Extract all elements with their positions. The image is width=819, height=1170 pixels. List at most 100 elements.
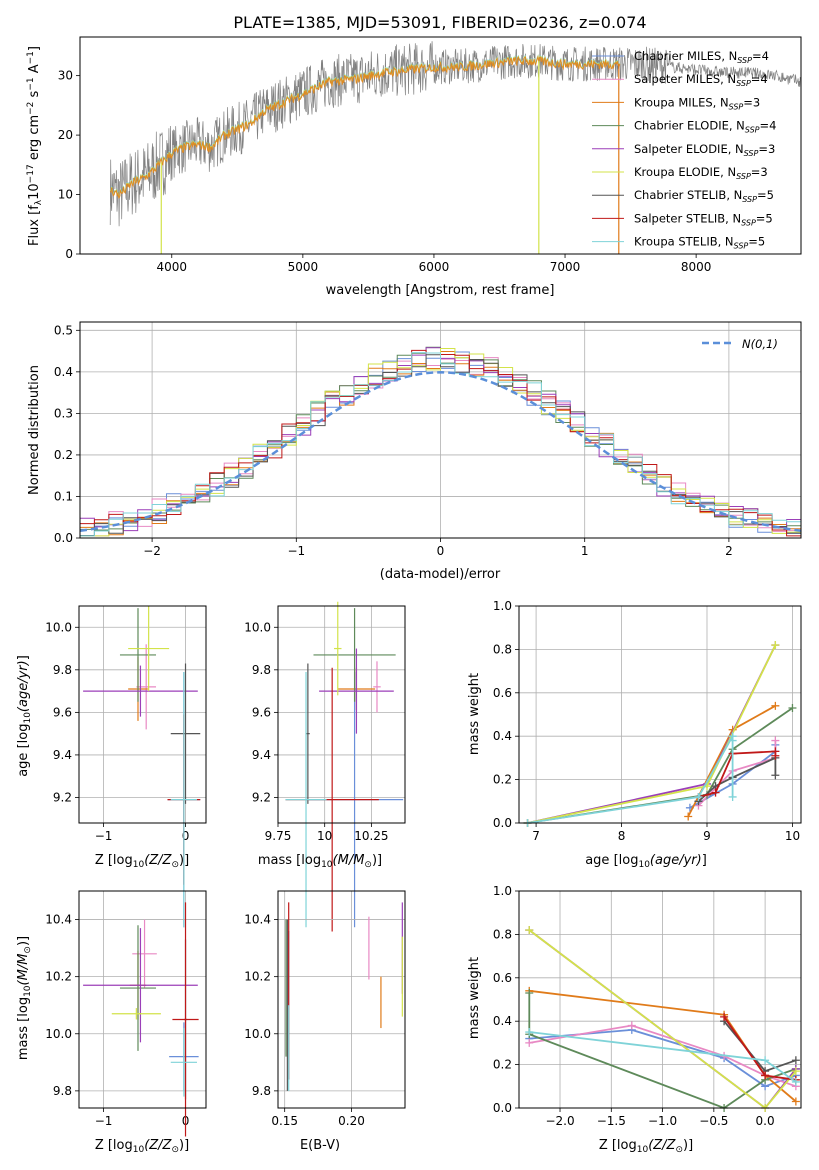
- x-tick-label: −1.0: [648, 1114, 677, 1128]
- legend-entry-label: Kroupa MILES, NSSP=3: [634, 95, 760, 111]
- legend-entry-label: Chabrier MILES, NSSP=4: [634, 49, 769, 65]
- y-tick-label: 1.0: [493, 599, 512, 613]
- y-tick-label: 0.0: [493, 1101, 512, 1115]
- mass-weight-marker: [525, 1028, 534, 1037]
- spectrum-legend: Chabrier MILES, NSSP=4 Salpeter MILES, NS…: [592, 49, 776, 251]
- x-tick-label: 10.25: [354, 829, 388, 843]
- mass-weight-line: [723, 1016, 797, 1081]
- y-tick-label: 10.0: [244, 620, 271, 634]
- y-tick-label: 10.2: [244, 970, 271, 984]
- x-tick-label: 7000: [550, 260, 581, 274]
- legend-entry-label: Chabrier ELODIE, NSSP=4: [634, 119, 776, 135]
- zm-xlabel: Z [log10(Z/Z⊙)]: [95, 1138, 189, 1155]
- x-tick-label: 4000: [156, 260, 187, 274]
- y-tick-label: 0.4: [493, 729, 512, 743]
- residual-histogram-panel: −2 −1 0 1 2 0.0 0.1 0.2 0.3 0.4 0.5: [54, 321, 802, 558]
- legend-entry-label: Chabrier STELIB, NSSP=5: [634, 188, 774, 204]
- x-tick-label: −2.0: [545, 1114, 574, 1128]
- y-tick-label: 9.8: [53, 1084, 72, 1098]
- y-tick-label: 9.2: [53, 790, 72, 804]
- x-tick-label: 1: [581, 544, 589, 558]
- y-tick-label: 10.4: [244, 913, 271, 927]
- y-tick-label: 10.2: [45, 970, 72, 984]
- x-tick-label: −1: [95, 1114, 113, 1128]
- histogram-legend: N(0,1): [702, 337, 778, 351]
- mass-weight-marker: [771, 751, 780, 760]
- y-tick-label: 0.4: [493, 1014, 512, 1028]
- axes-frame: [518, 605, 802, 824]
- x-tick-label: −1: [95, 829, 113, 843]
- mass-age-panel: 9.75 10 10.25 9.2 9.4 9.6 9.8 10.0: [244, 601, 406, 932]
- x-tick-label: 10: [785, 829, 800, 843]
- x-tick-label: −2: [143, 544, 161, 558]
- x-tick-label: 0: [182, 829, 190, 843]
- axes-frame: [79, 36, 802, 255]
- mass-weight-marker: [525, 926, 534, 935]
- legend-entry-label: Salpeter STELIB, NSSP=5: [634, 211, 773, 227]
- mass-weight-marker: [771, 641, 780, 650]
- mass-weight-marker: [788, 703, 797, 712]
- figure-title: PLATE=1385, MJD=53091, FIBERID=0236, z=0…: [233, 13, 646, 32]
- spectrum-xlabel: wavelength [Angstrom, rest frame]: [326, 283, 555, 298]
- ebv-mass-panel: 0.15 0.20 9.8 10.0 10.2 10.4: [244, 890, 406, 1128]
- mass-weight-marker: [720, 1012, 729, 1021]
- ma-xlabel: mass [log10(M/M⊙)]: [258, 853, 382, 870]
- observed-spectrum-line: [109, 41, 801, 227]
- y-tick-label: 0.1: [54, 489, 73, 503]
- normal-reference-curve: [79, 371, 802, 532]
- x-tick-label: 8000: [681, 260, 712, 274]
- x-tick-label: 6000: [419, 260, 450, 274]
- mass-weight-marker: [525, 1038, 534, 1047]
- x-tick-label: −1: [287, 544, 305, 558]
- mass-weight-marker: [694, 792, 703, 801]
- y-tick-label: 30: [58, 69, 73, 83]
- y-tick-label: 10: [58, 188, 73, 202]
- axes-frame: [78, 890, 207, 1109]
- x-tick-label: −1.5: [597, 1114, 626, 1128]
- aw-xlabel: age [log10(age/yr)]: [585, 853, 707, 870]
- x-tick-label: −0.5: [699, 1114, 728, 1128]
- zw-ylabel: mass weight: [467, 957, 482, 1039]
- x-tick-label: 0.20: [338, 1114, 365, 1128]
- y-tick-label: 0.6: [493, 971, 512, 985]
- y-tick-label: 0.8: [493, 927, 512, 941]
- y-tick-label: 9.8: [252, 663, 271, 677]
- x-tick-label: 9: [703, 829, 711, 843]
- y-tick-label: 0.8: [493, 642, 512, 656]
- x-tick-label: 0: [437, 544, 445, 558]
- y-tick-label: 0.0: [54, 531, 73, 545]
- y-tick-label: 0.3: [54, 406, 73, 420]
- legend-entry-label: Salpeter ELODIE, NSSP=3: [634, 142, 775, 158]
- mass-weight-marker: [761, 1056, 770, 1065]
- mass-weight-marker: [761, 1071, 770, 1080]
- x-tick-label: 2: [725, 544, 733, 558]
- y-tick-label: 0.5: [54, 323, 73, 337]
- mass-weight-marker: [525, 988, 534, 997]
- metallicity-mass-panel: −109.810.010.210.4: [45, 890, 207, 1137]
- normal-reference-legend-label: N(0,1): [742, 337, 778, 351]
- za-ylabel: age [log10(age/yr)]: [16, 655, 33, 777]
- x-tick-label: 7: [532, 829, 540, 843]
- mass-weight-marker: [771, 771, 780, 780]
- spectrum-panel: 4000 5000 6000 7000 8000 0 10 20 30: [58, 36, 802, 274]
- model-spectrum-line: [109, 55, 621, 199]
- mass-weight-marker: [791, 1097, 800, 1106]
- axes-frame: [78, 605, 207, 824]
- axes-frame: [518, 890, 802, 1109]
- mass-weight-marker: [771, 736, 780, 745]
- x-tick-label: 0.15: [271, 1114, 298, 1128]
- mass-weight-marker: [728, 792, 737, 801]
- histogram-xlabel: (data-model)/error: [380, 567, 501, 582]
- mass-weight-marker: [627, 1021, 636, 1030]
- age-massweight-panel: 7 8 9 10 0.0 0.2 0.4 0.6 0.8 1.0: [493, 599, 802, 843]
- x-tick-label: 5000: [288, 260, 319, 274]
- x-tick-label: 9.75: [265, 829, 292, 843]
- y-tick-label: 0.2: [493, 773, 512, 787]
- axes-frame: [277, 890, 406, 1109]
- axes-frame: [79, 321, 802, 539]
- mass-weight-line: [527, 644, 777, 824]
- residual-histogram-step: [79, 348, 802, 538]
- y-tick-label: 10.4: [45, 913, 72, 927]
- y-tick-label: 0.4: [54, 365, 73, 379]
- spectrum-ylabel: Flux [fλ10−17 erg cm−2 s−1 A−1]: [26, 46, 44, 246]
